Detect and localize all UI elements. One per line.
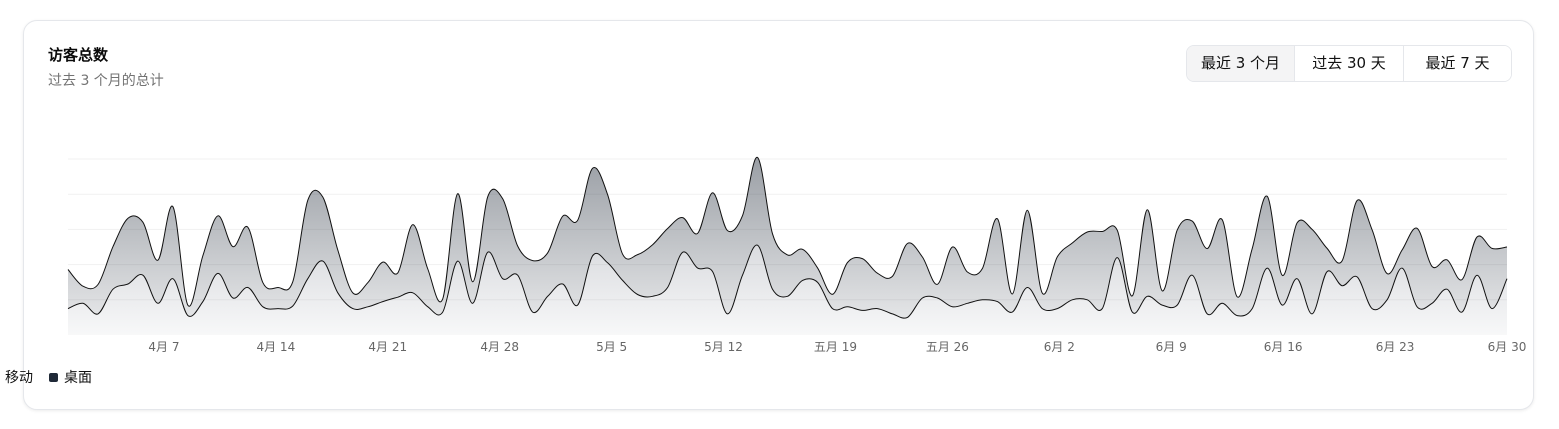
legend-item-mobile[interactable]: 移动 <box>0 367 33 387</box>
range-30-days-button[interactable]: 过去 30 天 <box>1295 46 1404 81</box>
x-tick-label: 6月 9 <box>1156 340 1187 354</box>
legend-label-mobile: 移动 <box>5 370 33 386</box>
desktop-area <box>68 157 1507 319</box>
visitors-card: 访客总数 过去 3 个月的总计 最近 3 个月 过去 30 天 最近 7 天 4… <box>5 20 1534 410</box>
legend-swatch-desktop <box>49 372 58 382</box>
desktop-series-line <box>67 156 1508 307</box>
mobile-series-line <box>67 244 1508 319</box>
x-tick-label: 5月 12 <box>704 340 743 354</box>
card-title: 访客总数 <box>48 46 109 64</box>
x-tick-label: 五月 19 <box>814 340 857 354</box>
x-tick-label: 6月 30 <box>1488 340 1527 354</box>
visitors-area-chart: 4月 7 4月 14 4月 21 4月 28 5月 5 5月 12 五月 19 五月 26 6月… <box>67 156 1527 354</box>
x-tick-label: 4月 14 <box>256 340 295 354</box>
range-7-days-button[interactable]: 最近 7 天 <box>1404 46 1511 81</box>
x-tick-label: 5月 5 <box>596 340 627 354</box>
time-range-toggle: 最近 3 个月 过去 30 天 最近 7 天 <box>1186 45 1512 82</box>
x-tick-label: 五月 26 <box>926 340 969 354</box>
legend-item-desktop[interactable]: 桌面 <box>49 367 92 387</box>
legend-label-desktop: 桌面 <box>64 370 92 386</box>
range-3-months-button[interactable]: 最近 3 个月 <box>1187 46 1295 81</box>
x-tick-label: 6月 16 <box>1264 340 1303 354</box>
card-subtitle: 过去 3 个月的总计 <box>48 73 164 89</box>
mobile-area <box>68 245 1507 335</box>
x-tick-label: 4月 7 <box>148 340 179 354</box>
x-tick-label: 6月 23 <box>1376 340 1415 354</box>
x-tick-label: 4月 28 <box>480 340 519 354</box>
chart-legend: 移动 桌面 <box>0 367 92 387</box>
x-tick-label: 4月 21 <box>368 340 407 354</box>
x-tick-label: 6月 2 <box>1044 340 1075 354</box>
